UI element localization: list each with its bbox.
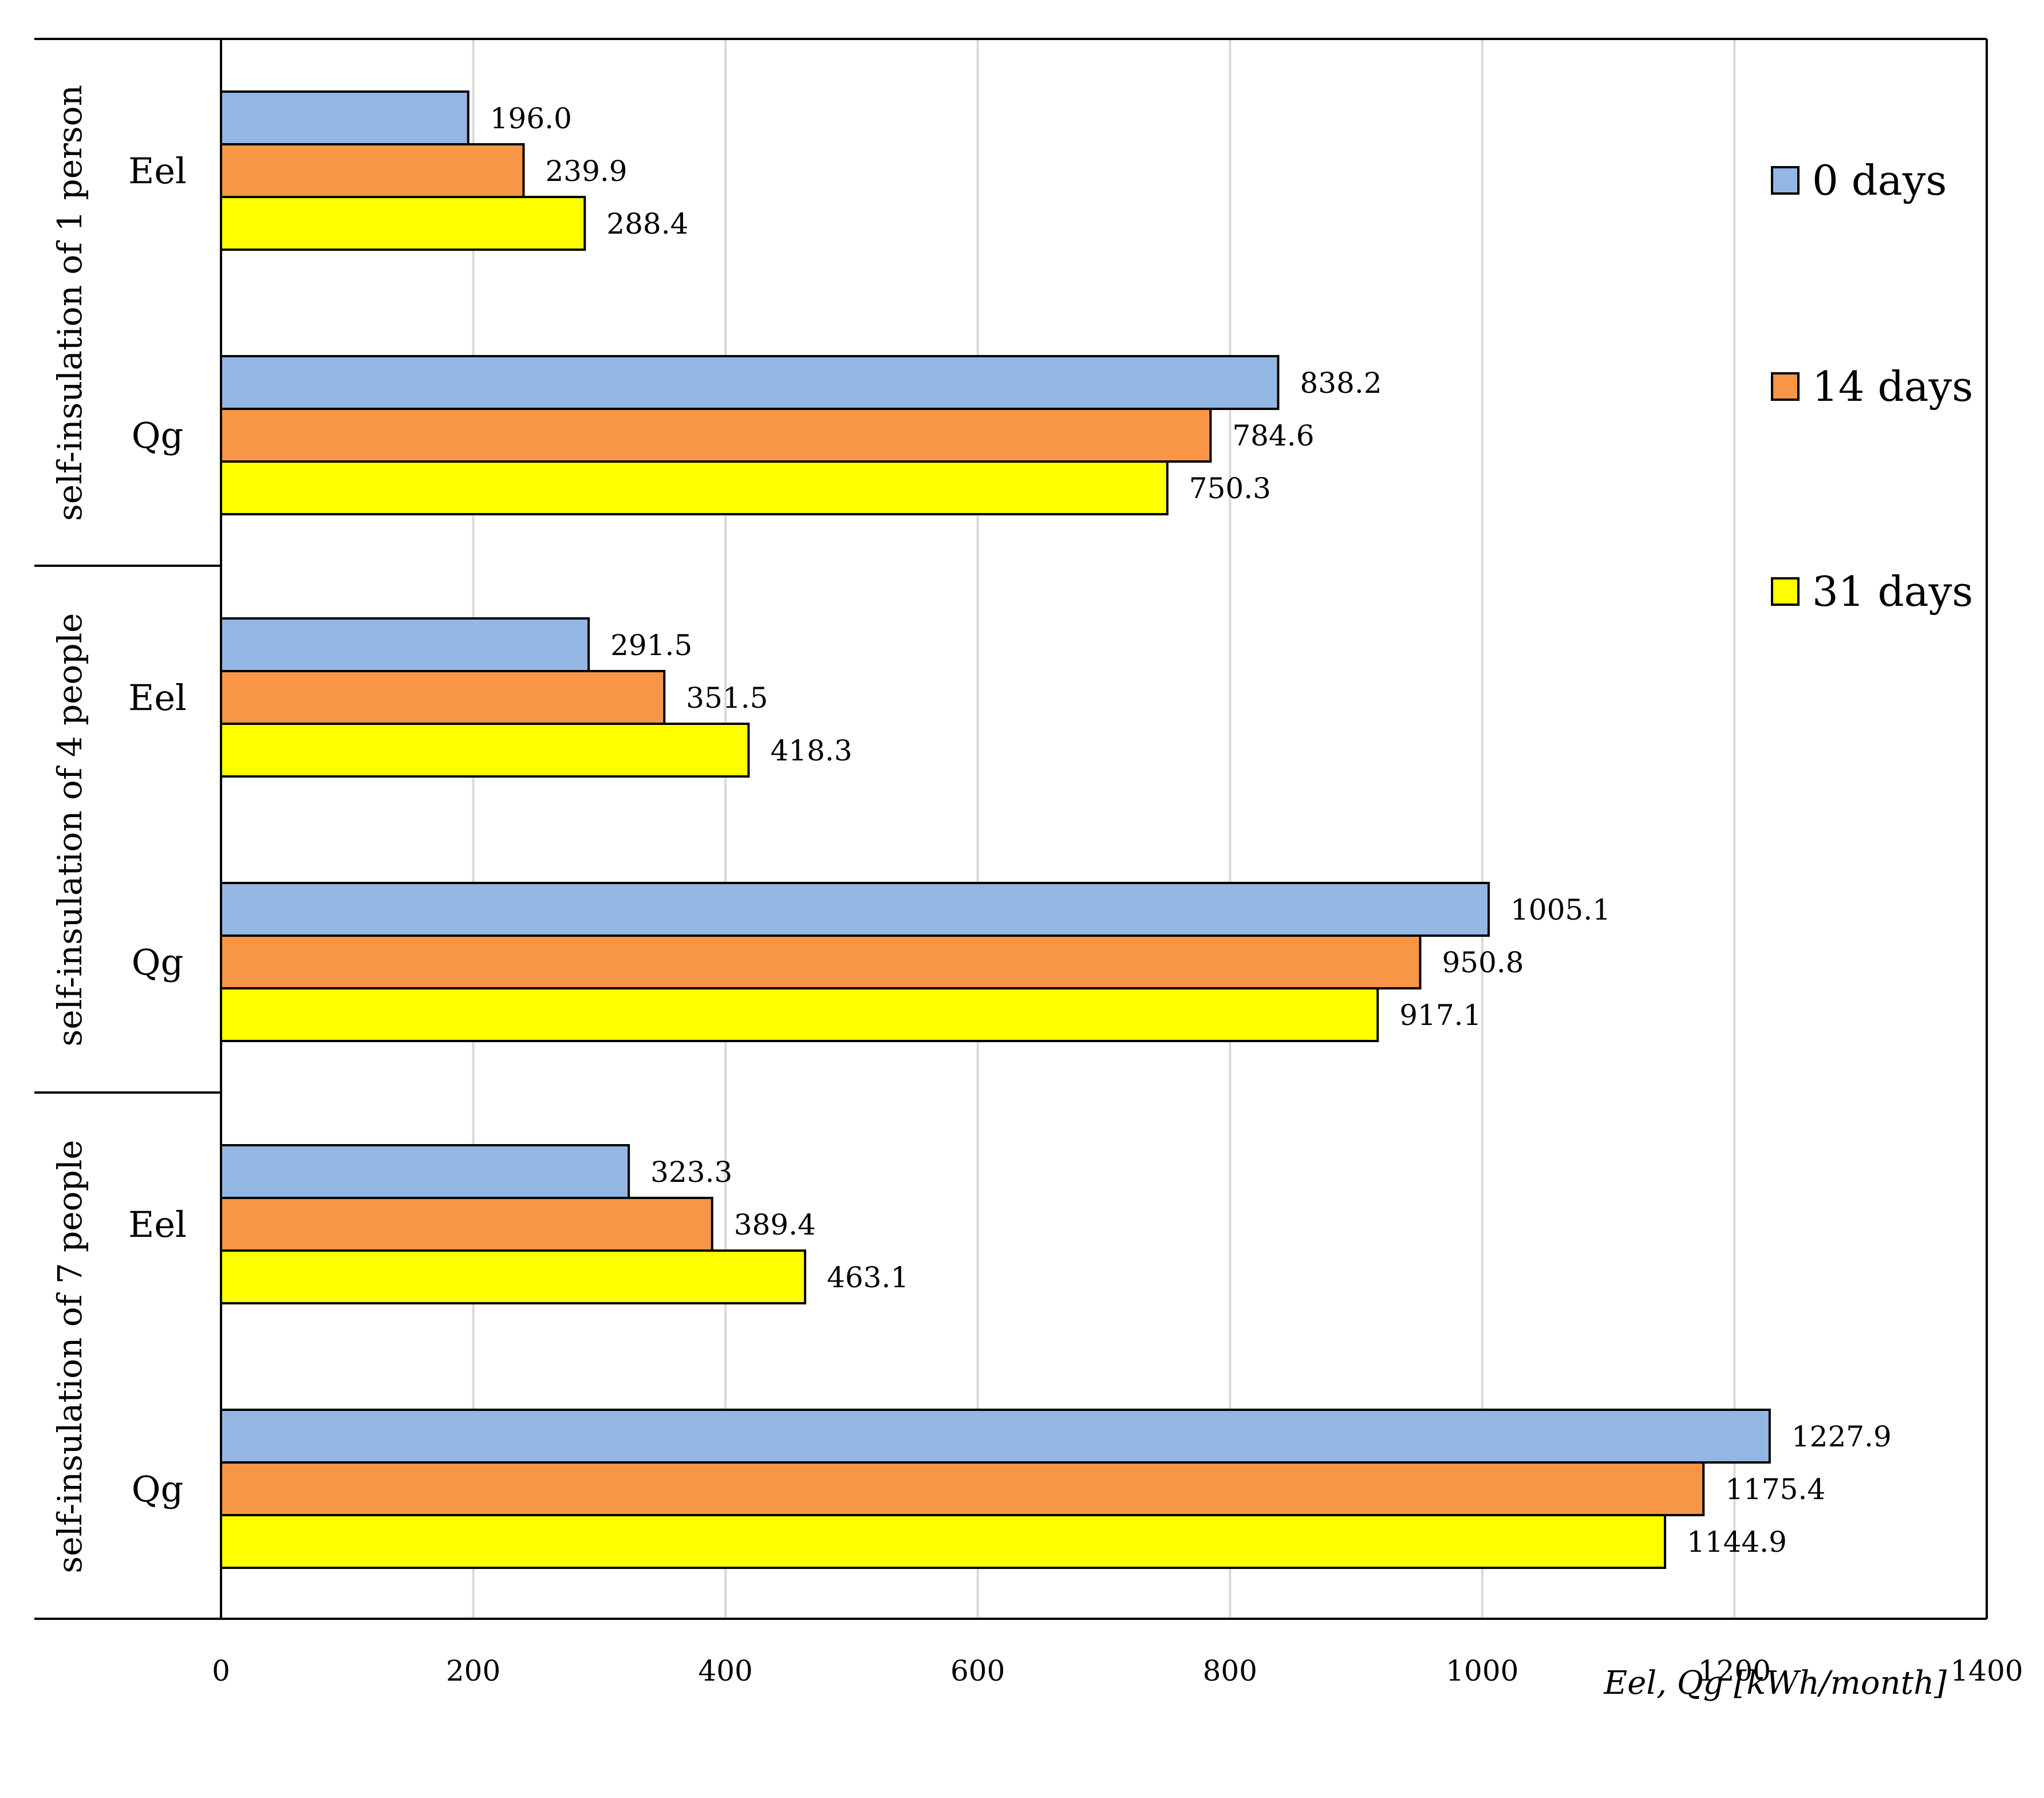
data-label: 323.3	[650, 1156, 732, 1189]
bar-3-qg-series-2	[220, 1461, 1705, 1516]
data-label: 389.4	[734, 1208, 816, 1241]
bar-2-eel-series-3	[220, 723, 750, 778]
legend-swatch-1	[1771, 166, 1800, 195]
data-label: 351.5	[686, 681, 768, 715]
category-label-qg: Qg	[132, 941, 184, 983]
data-label: 239.9	[545, 155, 627, 188]
x-tick-label-0: 0	[212, 1654, 230, 1687]
category-label-eel: Eel	[128, 677, 187, 719]
bar-2-qg-series-1	[220, 882, 1490, 937]
data-label: 784.6	[1232, 419, 1314, 452]
data-label: 288.4	[606, 207, 688, 240]
data-label: 463.1	[827, 1261, 909, 1294]
bar-1-eel-series-1	[220, 90, 469, 145]
bar-2-eel-series-1	[220, 617, 590, 672]
x-axis-title: Eel, Qg [kWh/month]	[1603, 1665, 1947, 1702]
legend-swatch-2	[1771, 372, 1800, 401]
data-label: 1005.1	[1510, 893, 1611, 926]
category-label-eel: Eel	[128, 1204, 187, 1245]
category-label-qg: Qg	[132, 1468, 184, 1510]
data-label: 418.3	[770, 734, 852, 767]
bar-1-qg-series-3	[220, 460, 1169, 515]
bar-2-qg-series-3	[220, 987, 1379, 1042]
data-label: 917.1	[1399, 999, 1481, 1032]
data-label: 1175.4	[1725, 1473, 1825, 1506]
x-tick-label-600: 600	[950, 1654, 1005, 1687]
group-label-2: self-insulation of 4 people	[50, 613, 89, 1047]
legend-label-1: 0 days	[1812, 156, 1947, 204]
x-tick-label-200: 200	[446, 1654, 500, 1687]
bar-1-eel-series-3	[220, 196, 586, 251]
group-label-1: self-insulation of 1 person	[50, 85, 89, 521]
data-label: 1144.9	[1687, 1525, 1787, 1559]
x-tick-label-1200: 1200	[1698, 1654, 1771, 1687]
data-label: 1227.9	[1792, 1420, 1892, 1453]
data-label: 838.2	[1300, 366, 1382, 400]
bar-1-eel-series-2	[220, 143, 525, 198]
bar-1-qg-series-2	[220, 408, 1212, 463]
data-label: 950.8	[1442, 946, 1524, 979]
x-tick-label-1000: 1000	[1446, 1654, 1518, 1687]
bar-1-qg-series-1	[220, 355, 1280, 410]
bar-3-qg-series-1	[220, 1409, 1771, 1464]
data-label: 291.5	[610, 629, 692, 662]
legend-label-3: 31 days	[1812, 567, 1973, 616]
data-label: 750.3	[1189, 472, 1271, 505]
bar-3-qg-series-3	[220, 1514, 1667, 1569]
data-label: 196.0	[490, 102, 572, 135]
legend-swatch-3	[1771, 577, 1800, 606]
category-label-qg: Qg	[132, 415, 184, 456]
x-tick-label-800: 800	[1203, 1654, 1257, 1687]
legend-label-2: 14 days	[1812, 362, 1973, 411]
category-label-eel: Eel	[128, 150, 187, 192]
x-tick-label-1400: 1400	[1950, 1654, 2023, 1687]
bar-2-eel-series-2	[220, 670, 666, 725]
bar-3-eel-series-2	[220, 1197, 713, 1252]
bar-3-eel-series-1	[220, 1144, 630, 1199]
bar-3-eel-series-3	[220, 1249, 807, 1304]
x-tick-label-400: 400	[698, 1654, 752, 1687]
group-label-3: self-insulation of 7 people	[50, 1140, 89, 1574]
bar-2-qg-series-2	[220, 935, 1422, 989]
